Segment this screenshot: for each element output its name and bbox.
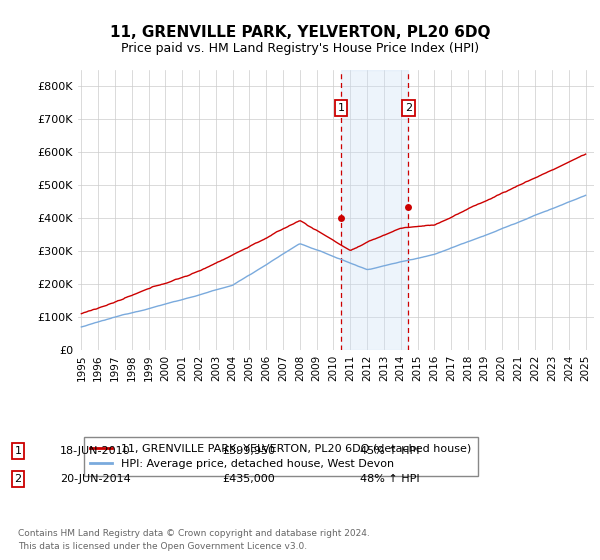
Bar [341, 70, 409, 350]
Text: 11, GRENVILLE PARK, YELVERTON, PL20 6DQ: 11, GRENVILLE PARK, YELVERTON, PL20 6DQ [110, 25, 490, 40]
Text: Contains HM Land Registry data © Crown copyright and database right 2024.
This d: Contains HM Land Registry data © Crown c… [18, 529, 370, 550]
Text: 1: 1 [338, 103, 345, 113]
Text: 2: 2 [405, 103, 412, 113]
Text: 1: 1 [14, 446, 22, 456]
Text: 20-JUN-2014: 20-JUN-2014 [60, 474, 131, 484]
Text: £399,950: £399,950 [222, 446, 275, 456]
Text: 45% ↑ HPI: 45% ↑ HPI [360, 446, 419, 456]
Text: Price paid vs. HM Land Registry's House Price Index (HPI): Price paid vs. HM Land Registry's House … [121, 42, 479, 55]
Text: 18-JUN-2010: 18-JUN-2010 [60, 446, 131, 456]
Legend: 11, GRENVILLE PARK, YELVERTON, PL20 6DQ (detached house), HPI: Average price, de: 11, GRENVILLE PARK, YELVERTON, PL20 6DQ … [83, 437, 478, 475]
Text: 48% ↑ HPI: 48% ↑ HPI [360, 474, 419, 484]
Text: £435,000: £435,000 [222, 474, 275, 484]
Text: 2: 2 [14, 474, 22, 484]
